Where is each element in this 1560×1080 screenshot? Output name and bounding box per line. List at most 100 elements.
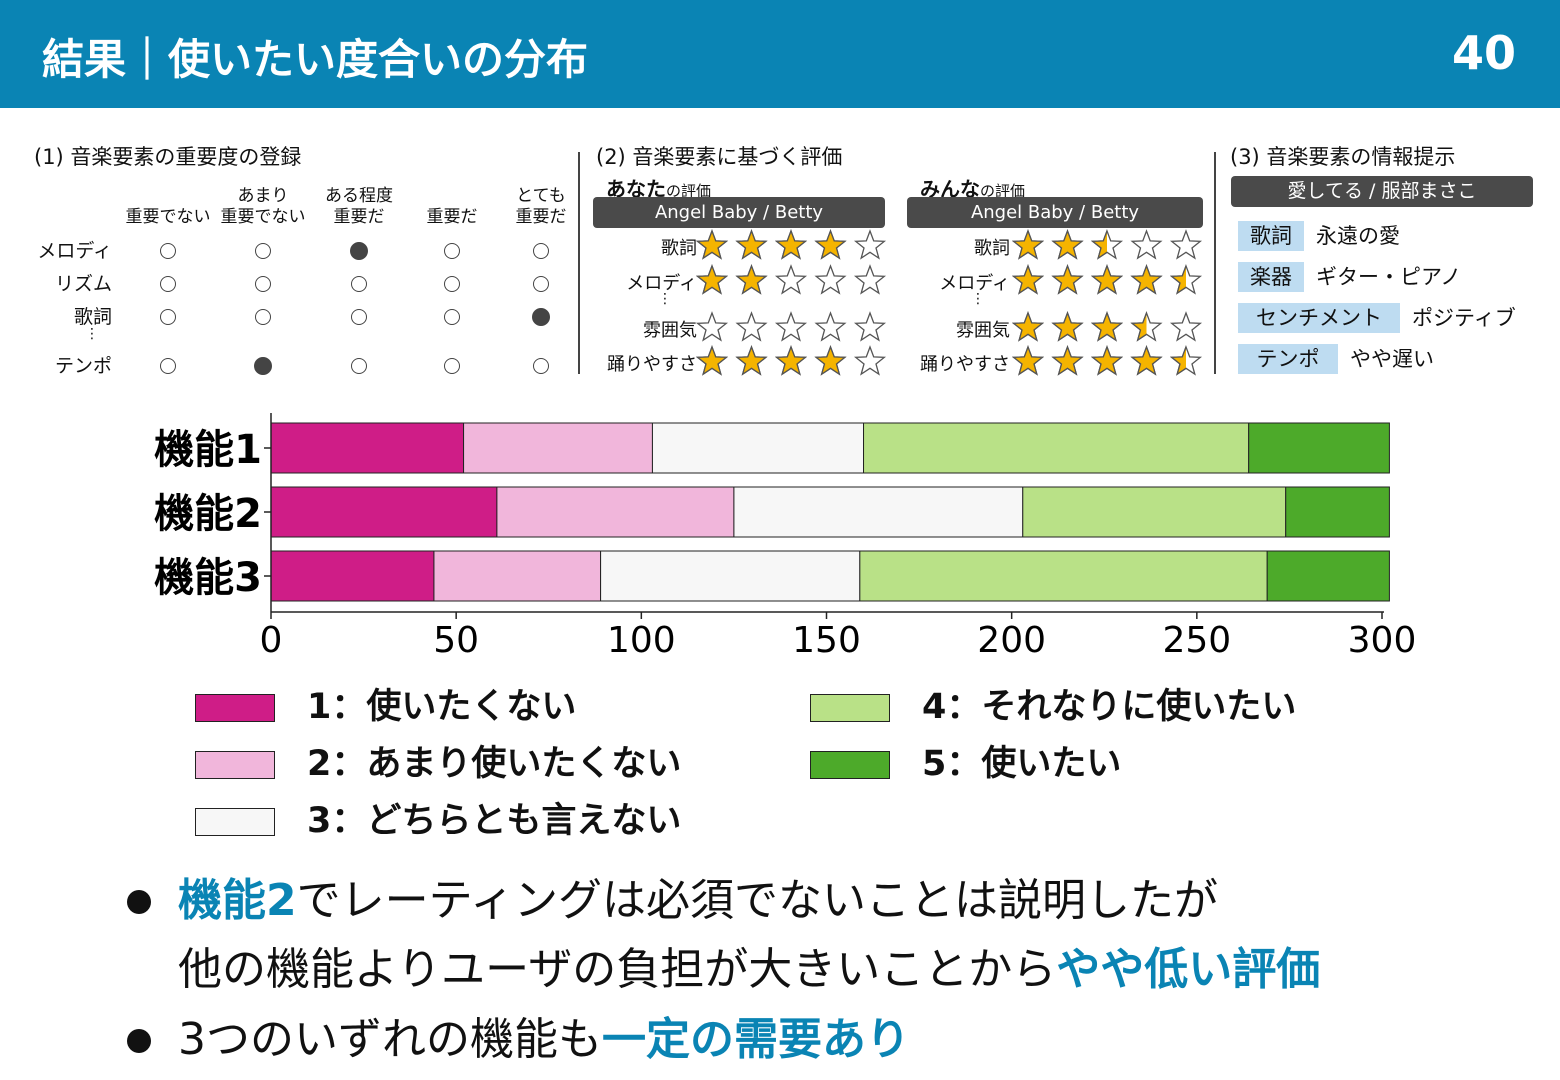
importance-radio[interactable]: [254, 357, 272, 375]
x-tick-label: 250: [1162, 620, 1231, 661]
column-header: 重要だ: [402, 186, 502, 228]
star-icon: [774, 311, 808, 342]
star-icon: [1051, 264, 1084, 295]
bullet-line: 他の機能よりユーザの負担が大きいことからやや低い評価: [178, 941, 1320, 999]
rating-label: メロディ: [626, 273, 697, 294]
star-icon: [1090, 345, 1124, 376]
star-icon: [735, 229, 768, 260]
importance-radio[interactable]: [160, 243, 176, 259]
importance-radio[interactable]: [351, 358, 367, 374]
star-icon: [1169, 264, 1203, 295]
importance-radio[interactable]: [160, 276, 176, 292]
column-header-line: 重要だ: [426, 207, 478, 227]
column-header-line: 重要でない: [220, 207, 306, 227]
importance-radio[interactable]: [444, 243, 460, 259]
highlight-text: やや低い評価: [1056, 944, 1321, 995]
page-number: 40: [1451, 26, 1516, 80]
panel1-title: (1) 音楽要素の重要度の登録: [34, 145, 302, 169]
importance-radio[interactable]: [533, 358, 549, 374]
importance-radio[interactable]: [351, 309, 367, 325]
star-icon: [696, 229, 729, 260]
importance-radio[interactable]: [255, 276, 271, 292]
column-header: あまり 重要でない: [213, 186, 313, 228]
column-header-line: あまり: [237, 186, 289, 206]
column-header-line: 重要だ: [515, 207, 567, 227]
star-icon: [774, 345, 808, 376]
rating-label: 踊りやすさ: [920, 354, 1010, 375]
rating-label: メロディ: [939, 273, 1010, 294]
importance-radio[interactable]: [350, 242, 368, 260]
star-rating: [1012, 311, 1203, 342]
x-tick-label: 50: [433, 620, 479, 661]
importance-radio[interactable]: [351, 276, 367, 292]
info-tag: センチメント: [1238, 303, 1400, 333]
star-icon: [696, 345, 729, 376]
bar-segment: [463, 422, 653, 474]
column-header-line: ある程度: [325, 186, 393, 206]
bar-segment: [496, 486, 735, 538]
legend-label: 5：使いたい: [922, 744, 1122, 784]
star-icon: [1051, 345, 1084, 376]
rating-label: 歌詞: [974, 238, 1010, 259]
importance-radio[interactable]: [160, 309, 176, 325]
x-tick-label: 200: [977, 620, 1046, 661]
star-icon: [774, 264, 808, 295]
star-icon: [814, 229, 847, 260]
info-tag: テンポ: [1238, 344, 1338, 374]
importance-radio[interactable]: [255, 309, 271, 325]
bar-segment: [651, 422, 865, 474]
bar-segment: [600, 550, 861, 602]
column-header: 重要でない: [118, 186, 218, 228]
importance-radio[interactable]: [444, 276, 460, 292]
rating-label: 歌詞: [661, 238, 697, 259]
star-icon: [1012, 345, 1045, 376]
importance-radio[interactable]: [532, 308, 550, 326]
column-header: とても 重要だ: [491, 186, 591, 228]
rating-label: 踊りやすさ: [607, 354, 697, 375]
bar-segment: [863, 422, 1250, 474]
bar-segment: [1248, 422, 1390, 474]
star-icon: [1012, 311, 1045, 342]
star-icon: [814, 311, 847, 342]
highlight-text: 機能2: [178, 875, 297, 926]
bar-segment: [270, 486, 498, 538]
bullet-text: 他の機能よりユーザの負担が大きいことから: [178, 944, 1057, 995]
star-icon: [853, 345, 887, 376]
star-rating: [1012, 264, 1203, 295]
your-song-bar: Angel Baby / Betty: [593, 197, 885, 228]
star-icon: [1051, 229, 1084, 260]
importance-row-label: テンポ: [54, 355, 112, 377]
importance-radio[interactable]: [533, 243, 549, 259]
star-icon: [1012, 229, 1045, 260]
star-icon: [1130, 311, 1163, 342]
star-rating: [1012, 229, 1203, 260]
star-icon: [814, 264, 847, 295]
star-icon: [1051, 311, 1084, 342]
star-icon: [853, 311, 887, 342]
importance-radio[interactable]: [533, 276, 549, 292]
column-header: ある程度 重要だ: [309, 186, 409, 228]
stacked-bar-chart: 機能1 機能2 機能3 0 50 100 150 200 250 300: [154, 413, 1417, 661]
info-value: ギター・ピアノ: [1316, 265, 1462, 289]
importance-radio[interactable]: [255, 243, 271, 259]
info-tag: 歌詞: [1238, 221, 1304, 251]
slide-header: 結果｜使いたい度合いの分布 40: [0, 0, 1560, 108]
star-icon: [774, 229, 808, 260]
importance-radio[interactable]: [444, 358, 460, 374]
x-tick-label: 300: [1348, 620, 1417, 661]
star-icon: [1090, 229, 1124, 260]
slide-title: 結果｜使いたい度合いの分布: [42, 35, 589, 84]
legend-label: 3：どちらとも言えない: [307, 801, 682, 841]
info-tag: 楽器: [1238, 262, 1304, 292]
star-icon: [1130, 345, 1163, 376]
bullet-text: でレーティングは必須でないことは説明したが: [296, 875, 1218, 926]
importance-radio[interactable]: [444, 309, 460, 325]
ellipsis: ⋮: [971, 291, 985, 307]
x-tick-label: 0: [260, 620, 283, 661]
panel3-title: (3) 音楽要素の情報提示: [1230, 145, 1456, 169]
star-icon: [853, 264, 887, 295]
star-icon: [1012, 264, 1045, 295]
bullet-line: 機能2でレーティングは必須でないことは説明したが: [178, 872, 1218, 930]
highlight-text: 一定の需要あり: [602, 1014, 910, 1065]
importance-radio[interactable]: [160, 358, 176, 374]
